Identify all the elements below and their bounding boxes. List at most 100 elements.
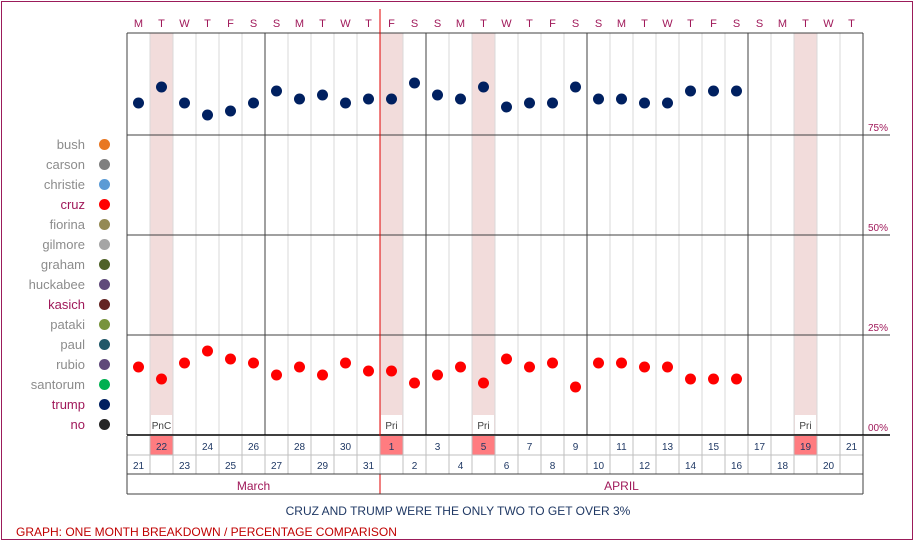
- grid: 75% 50% 25% 00%: [126, 9, 890, 494]
- cruz-point: [386, 365, 397, 377]
- legend-item-bush: bush: [0, 135, 115, 155]
- date-label: 25: [225, 461, 237, 472]
- date-label: 9: [573, 442, 579, 453]
- trump-point: [271, 85, 282, 97]
- legend-swatch: [99, 199, 110, 210]
- cruz-point: [156, 373, 167, 385]
- weekday-letter: S: [595, 18, 602, 30]
- legend-item-no: no: [0, 415, 115, 435]
- date-label: 23: [179, 461, 191, 472]
- date-label: 2: [412, 461, 418, 472]
- cruz-point: [409, 377, 420, 389]
- trump-point: [501, 101, 512, 113]
- weekday-letter: S: [733, 18, 740, 30]
- legend-item-christie: christie: [0, 175, 115, 195]
- date-label: 8: [550, 461, 556, 472]
- date-label: 20: [823, 461, 835, 472]
- date-label: 19: [800, 442, 812, 453]
- trump-point: [593, 93, 604, 105]
- graph-caption: GRAPH: ONE MONTH BREAKDOWN / PERCENTAGE …: [16, 525, 397, 539]
- weekday-letter: W: [662, 18, 673, 30]
- trump-point: [662, 97, 673, 109]
- legend-label: bush: [56, 137, 85, 152]
- cruz-point: [294, 361, 305, 373]
- trump-point: [455, 93, 466, 105]
- weekday-letter: M: [295, 18, 304, 30]
- legend-swatch: [99, 339, 110, 350]
- weekday-letter: F: [549, 18, 556, 30]
- y-tick-label: 00%: [868, 423, 888, 434]
- weekday-letter: W: [340, 18, 351, 30]
- date-label: 21: [846, 442, 858, 453]
- legend-item-huckabee: huckabee: [0, 275, 115, 295]
- date-label: 11: [616, 442, 627, 453]
- cruz-point: [501, 353, 512, 365]
- legend-label: trump: [51, 397, 85, 412]
- trump-point: [340, 97, 351, 109]
- legend-swatch: [99, 359, 110, 370]
- legend-item-kasich: kasich: [0, 295, 115, 315]
- legend-swatch: [99, 319, 110, 330]
- cruz-point: [271, 369, 282, 381]
- weekday-letter: T: [687, 18, 694, 30]
- date-label: 10: [593, 461, 605, 472]
- legend-swatch: [99, 379, 110, 390]
- cruz-point: [593, 357, 604, 369]
- cruz-point: [248, 357, 259, 369]
- weekday-letter: M: [617, 18, 626, 30]
- legend-swatch: [99, 279, 110, 290]
- date-label: 15: [708, 442, 720, 453]
- event-label: Pri: [799, 421, 811, 432]
- date-highlight: [794, 436, 817, 455]
- cruz-point: [202, 345, 213, 357]
- event-label: Pri: [385, 421, 397, 432]
- legend-item-rubio: rubio: [0, 355, 115, 375]
- trump-point: [133, 97, 144, 109]
- weekday-letter: S: [434, 18, 441, 30]
- trump-point: [524, 97, 535, 109]
- trump-point: [731, 85, 742, 97]
- legend-swatch: [99, 299, 110, 310]
- cruz-point: [363, 365, 374, 377]
- legend-label: fiorina: [49, 217, 85, 232]
- trump-point: [294, 93, 305, 105]
- date-axis: 2122232425262728293031123456789101112131…: [126, 436, 864, 495]
- date-label: 1: [389, 442, 395, 453]
- trump-point: [547, 97, 558, 109]
- legend-label: pataki: [50, 317, 85, 332]
- date-label: 27: [271, 461, 283, 472]
- date-label: 30: [340, 442, 352, 453]
- weekday-letter: S: [572, 18, 579, 30]
- weekday-letter: W: [823, 18, 834, 30]
- legend-item-gilmore: gilmore: [0, 235, 115, 255]
- trump-point: [317, 89, 328, 101]
- date-label: 28: [294, 442, 306, 453]
- legend-item-carson: carson: [0, 155, 115, 175]
- event-label-bg: [151, 415, 172, 434]
- legend-swatch: [99, 399, 110, 410]
- weekday-letter: T: [526, 18, 533, 30]
- legend-label: cruz: [60, 197, 85, 212]
- date-highlight: [150, 436, 173, 455]
- legend-label: carson: [45, 157, 85, 172]
- date-label: 17: [754, 442, 766, 453]
- weekday-letter: M: [456, 18, 465, 30]
- cruz-point: [731, 373, 742, 385]
- weekday-letter: S: [756, 18, 763, 30]
- cruz-point: [179, 357, 190, 369]
- legend-item-graham: graham: [0, 255, 115, 275]
- weekday-letter: F: [388, 18, 395, 30]
- date-label: 12: [639, 461, 651, 472]
- event-label: Pri: [477, 421, 489, 432]
- cruz-point: [432, 369, 443, 381]
- cruz-point: [524, 361, 535, 373]
- event-label-bg: [795, 415, 816, 434]
- weekday-letter: T: [365, 18, 372, 30]
- chart-note: CRUZ AND TRUMP WERE THE ONLY TWO TO GET …: [285, 504, 631, 518]
- y-tick-label: 75%: [868, 123, 888, 134]
- cruz-point: [639, 361, 650, 373]
- weekday-letter: S: [411, 18, 418, 30]
- weekday-letter: T: [158, 18, 165, 30]
- legend-swatch: [99, 139, 110, 150]
- weekday-letter: T: [848, 18, 855, 30]
